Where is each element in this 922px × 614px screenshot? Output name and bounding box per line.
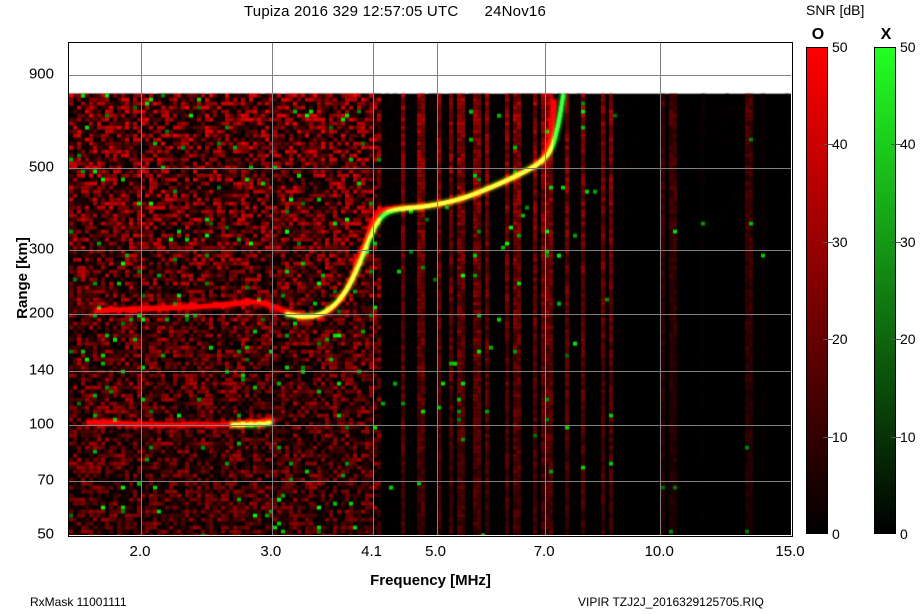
colorbar-tick-label: 10: [900, 428, 916, 445]
y-tick-label: 70: [37, 471, 54, 489]
colorbar-tick-mark: [891, 436, 901, 438]
colorbar-tick-mark: [891, 339, 901, 341]
y-tick-label: 140: [28, 361, 54, 379]
colorbar-tick-label: 20: [832, 331, 848, 348]
y-tick-label: 200: [28, 304, 54, 322]
ionogram-heatmap-canvas[interactable]: [69, 43, 791, 535]
y-axis-ticks: 50 70 100 140 200 300 500 900: [0, 0, 62, 614]
y-tick-label: 100: [28, 415, 54, 433]
y-tick-label: 900: [28, 65, 54, 83]
colorbar-tick-label: 50: [832, 39, 848, 55]
colorbar-o-letter: O: [811, 26, 825, 43]
colorbar-tick-label: 30: [900, 233, 916, 250]
colorbar-title: SNR [dB]: [806, 2, 865, 18]
y-tick-label: 50: [37, 525, 54, 543]
colorbar-tick-label: 0: [900, 526, 908, 542]
x-tick-label: 7.0: [533, 543, 555, 560]
colorbar-tick-mark: [823, 241, 833, 243]
colorbar-o-gradient[interactable]: [806, 47, 828, 534]
x-axis-label: Frequency [MHz]: [370, 572, 491, 589]
colorbar-tick-label: 40: [900, 136, 916, 153]
colorbar-tick-mark: [823, 436, 833, 438]
footer-rxmask: RxMask 11001111: [30, 595, 127, 609]
x-tick-label: 4.1: [361, 543, 382, 560]
y-tick-label: 500: [28, 158, 54, 176]
colorbar-tick-mark: [823, 339, 833, 341]
colorbar-tick-mark: [891, 144, 901, 146]
x-tick-label: 3.0: [260, 543, 282, 560]
colorbar-tick-label: 40: [832, 136, 848, 153]
colorbar-tick-label: 50: [900, 39, 916, 55]
colorbar-tick-mark: [891, 241, 901, 243]
x-tick-label: 5.0: [425, 543, 447, 560]
x-tick-label: 15.0: [775, 543, 805, 560]
colorbar-tick-label: 20: [900, 331, 916, 348]
x-tick-label: 10.0: [644, 543, 674, 560]
y-tick-label: 300: [28, 240, 54, 258]
colorbar-tick-label: 0: [832, 526, 840, 542]
colorbar-tick-mark: [823, 144, 833, 146]
colorbar-x-letter: X: [880, 26, 892, 43]
colorbar-tick-label: 30: [832, 233, 848, 250]
page-title: Tupiza 2016 329 12:57:05 UTC 24Nov16: [244, 2, 546, 20]
colorbar-tick-label: 10: [832, 428, 848, 445]
footer-filename: VIPIR TZJ2J_2016329125705.RIQ: [578, 595, 764, 609]
ionogram-plot-area[interactable]: [68, 42, 793, 537]
x-tick-label: 2.0: [129, 543, 151, 560]
colorbar-x-gradient[interactable]: [874, 47, 896, 534]
